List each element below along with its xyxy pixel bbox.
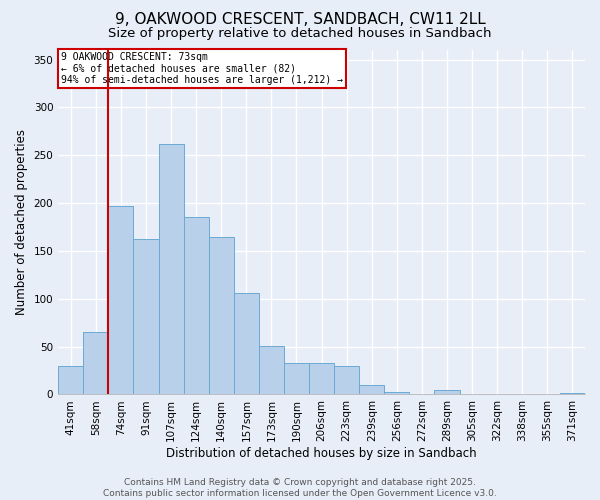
Bar	[133, 240, 158, 394]
Bar	[109, 206, 133, 394]
Bar	[158, 144, 184, 395]
Bar	[284, 363, 309, 394]
Bar	[83, 332, 109, 394]
Bar	[209, 236, 234, 394]
Y-axis label: Number of detached properties: Number of detached properties	[15, 129, 28, 315]
Bar	[560, 392, 585, 394]
X-axis label: Distribution of detached houses by size in Sandbach: Distribution of detached houses by size …	[166, 447, 477, 460]
Text: 9 OAKWOOD CRESCENT: 73sqm
← 6% of detached houses are smaller (82)
94% of semi-d: 9 OAKWOOD CRESCENT: 73sqm ← 6% of detach…	[61, 52, 343, 85]
Bar	[385, 392, 409, 394]
Bar	[184, 218, 209, 394]
Text: 9, OAKWOOD CRESCENT, SANDBACH, CW11 2LL: 9, OAKWOOD CRESCENT, SANDBACH, CW11 2LL	[115, 12, 485, 28]
Bar	[259, 346, 284, 395]
Bar	[334, 366, 359, 394]
Text: Size of property relative to detached houses in Sandbach: Size of property relative to detached ho…	[108, 28, 492, 40]
Bar	[434, 390, 460, 394]
Text: Contains HM Land Registry data © Crown copyright and database right 2025.
Contai: Contains HM Land Registry data © Crown c…	[103, 478, 497, 498]
Bar	[359, 385, 385, 394]
Bar	[58, 366, 83, 394]
Bar	[234, 293, 259, 394]
Bar	[309, 363, 334, 394]
